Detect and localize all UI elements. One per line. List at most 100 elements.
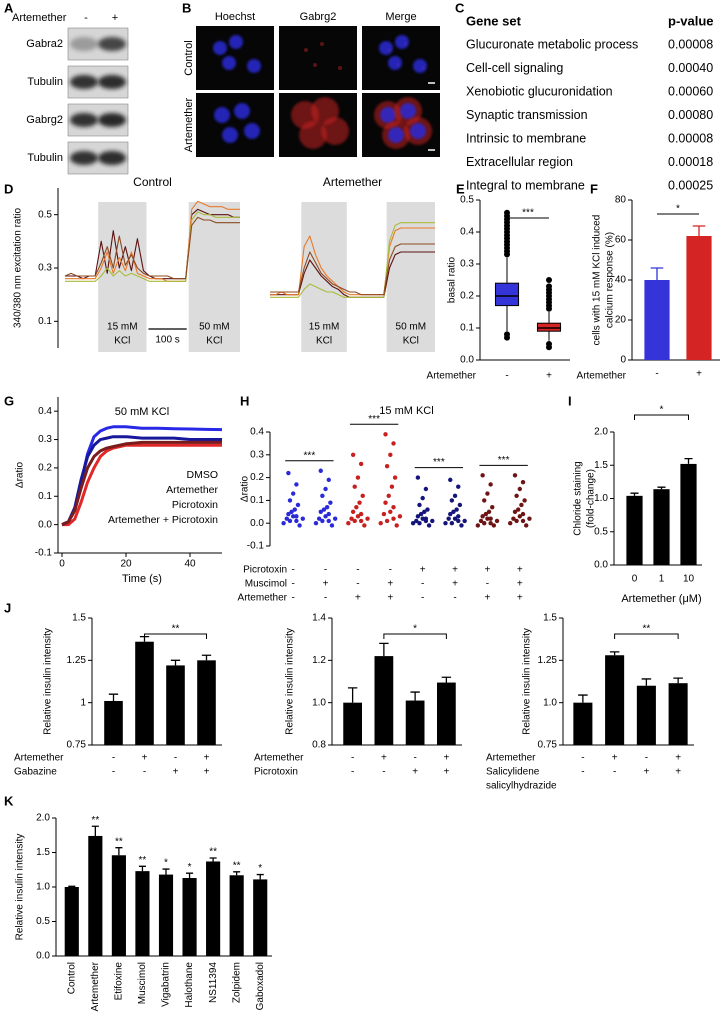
p-value: 0.00080 <box>668 108 713 122</box>
data-point <box>422 509 427 514</box>
data-line <box>270 243 435 296</box>
error-bar <box>684 457 693 464</box>
data-point <box>391 516 396 521</box>
y-axis-label: Δratio <box>15 461 26 488</box>
condition-sign: + <box>381 753 387 764</box>
error-bar <box>233 871 241 876</box>
panel-label: J <box>4 600 11 615</box>
data-point <box>456 484 461 489</box>
chart-title: Artemether <box>323 175 382 189</box>
condition-sign: + <box>643 767 649 778</box>
data-line <box>65 211 240 282</box>
data-point <box>420 495 425 501</box>
x-axis-label: Artemether <box>427 371 477 382</box>
blot-band <box>70 151 98 165</box>
x-tick-label: Control <box>66 962 77 994</box>
nucleus <box>380 107 396 123</box>
data-point <box>320 518 325 524</box>
stimulus-label: KCl <box>316 336 332 347</box>
chart-title: 15 mM KCl <box>379 405 433 417</box>
x-tick-label: + <box>696 369 702 380</box>
significance-label: * <box>164 858 168 869</box>
error-bar <box>209 857 217 862</box>
x-tick-label: Artemether <box>90 961 101 1011</box>
condition-sign: + <box>204 767 210 778</box>
box <box>536 322 562 332</box>
data-point <box>329 523 335 528</box>
error-bar <box>692 225 706 236</box>
data-point <box>358 461 364 467</box>
significance-label: * <box>258 863 262 874</box>
condition-sign: + <box>452 579 458 590</box>
y-tick-label: 1.4 <box>312 613 326 624</box>
condition-sign: + <box>675 767 681 778</box>
data-point <box>355 475 361 480</box>
significance-label: *** <box>368 414 380 425</box>
y-tick-label: 0.0 <box>250 518 264 529</box>
x-tick-label: NS11394 <box>208 962 219 1003</box>
data-point <box>478 518 484 524</box>
y-axis-label: Chloride staining <box>573 461 584 536</box>
y-tick-label: 0.3 <box>38 434 52 445</box>
data-point <box>415 514 421 519</box>
significance-label: ** <box>91 815 99 826</box>
data-point <box>443 521 448 526</box>
blot-band <box>98 151 126 165</box>
y-axis-label: basal ratio <box>447 256 458 303</box>
nucleus <box>214 107 230 123</box>
bar <box>135 641 154 745</box>
significance-label: ** <box>642 624 650 635</box>
data-point <box>287 518 293 524</box>
x-tick-label: 40 <box>184 559 196 570</box>
y-tick-label: 0.75 <box>538 740 558 751</box>
gene-set: Synaptic transmission <box>466 108 588 122</box>
condition-sign: + <box>387 593 393 604</box>
x-tick-label: Vigabatrin <box>161 962 172 1007</box>
y-tick-label: 0.1 <box>250 495 264 506</box>
stimulus-label: KCl <box>403 336 419 347</box>
data-point <box>449 498 455 503</box>
data-point <box>383 432 388 437</box>
y-tick-label: 0.2 <box>38 463 52 474</box>
micrograph <box>196 93 274 157</box>
data-point <box>384 518 390 524</box>
data-point <box>318 468 323 473</box>
data-point <box>326 477 331 483</box>
cell-signal <box>320 42 324 46</box>
p-value: 0.00040 <box>668 61 713 75</box>
stimulus-label: 15 mM <box>309 322 340 333</box>
data-point <box>448 511 453 517</box>
data-line <box>61 435 222 527</box>
data-point <box>514 518 519 524</box>
data-point <box>332 516 338 521</box>
legend-label: Artemether + Picrotoxin <box>108 514 218 526</box>
cell-membrane <box>321 117 349 145</box>
error-bar <box>162 868 170 875</box>
column-header: Gabrg2 <box>300 11 337 23</box>
nucleus <box>234 103 250 119</box>
treatment-label: Artemether <box>12 12 67 24</box>
data-point <box>480 514 485 519</box>
condition-sign: - <box>581 753 584 764</box>
data-line <box>64 216 240 280</box>
condition-sign: + <box>612 753 618 764</box>
bar <box>686 236 712 360</box>
condition-sign: + <box>517 579 523 590</box>
data-point <box>287 498 293 503</box>
y-tick-label: 0.75 <box>67 740 87 751</box>
condition-sign: + <box>204 753 210 764</box>
y-axis-label: (fold-change) <box>586 469 597 528</box>
nucleus <box>400 103 416 119</box>
data-point <box>491 523 497 528</box>
y-axis-label: Relative insulin intensity <box>43 628 54 735</box>
data-point <box>423 486 429 492</box>
data-point <box>475 523 481 528</box>
condition-sign: - <box>351 753 354 764</box>
nucleus <box>388 56 402 70</box>
condition-sign: - <box>324 565 327 576</box>
significance-label: * <box>188 862 192 873</box>
blot-band <box>70 37 98 51</box>
nucleus <box>247 59 261 73</box>
panel-label: K <box>4 793 14 808</box>
